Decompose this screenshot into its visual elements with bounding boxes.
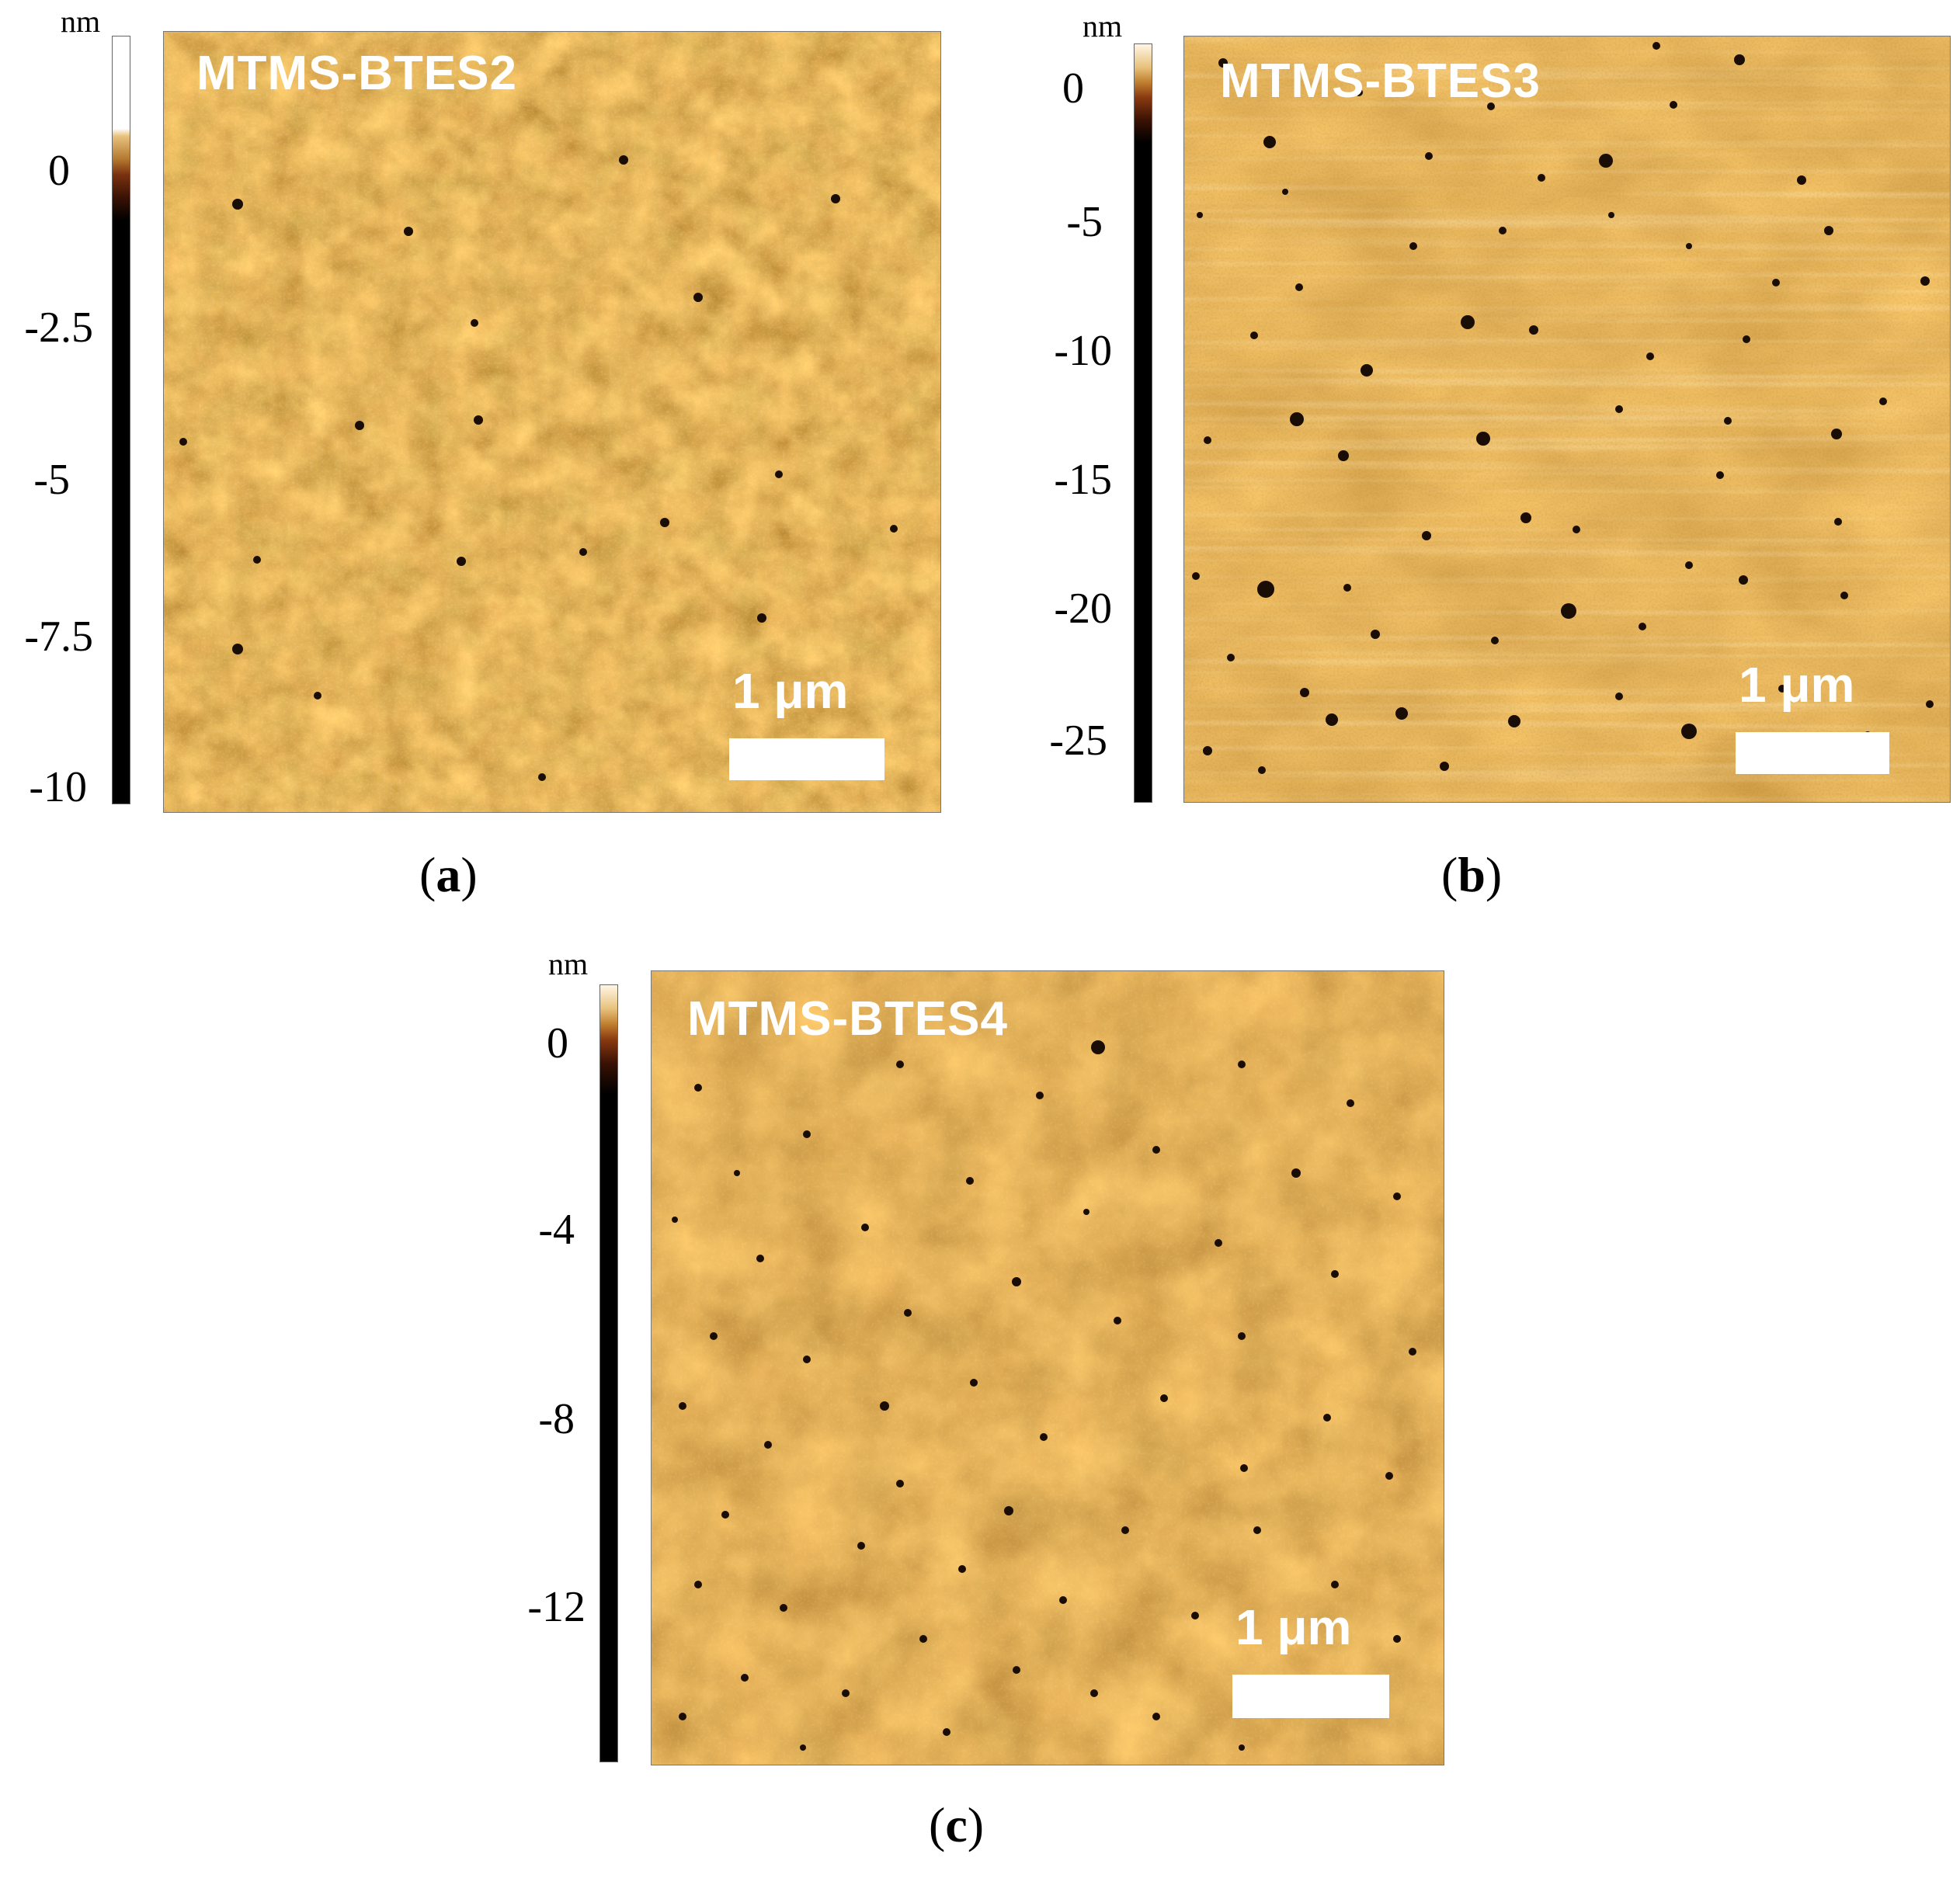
colorbar-unit: nm bbox=[61, 4, 101, 39]
colorbar-tick: -2.5 bbox=[24, 304, 93, 352]
colorbar-gradient bbox=[112, 36, 130, 804]
caption-letter: c bbox=[945, 1797, 968, 1852]
afm-texture bbox=[1184, 36, 1950, 802]
colorbar-unit: nm bbox=[1083, 9, 1123, 43]
scale-bar-label: 1 μm bbox=[1235, 1599, 1352, 1655]
colorbar-tick: -8 bbox=[538, 1395, 575, 1443]
caption-a: (a) bbox=[419, 847, 478, 902]
panel-c: nm 0 -4 -8 -12 bbox=[489, 939, 1483, 1885]
afm-image-b: MTMS-BTES3 1 μm bbox=[1183, 36, 1951, 803]
colorbar-tick: 0 bbox=[1062, 64, 1084, 113]
sample-label: MTMS-BTES4 bbox=[687, 992, 1008, 1046]
caption-letter: b bbox=[1458, 847, 1486, 902]
colorbar-unit: nm bbox=[548, 946, 589, 981]
colorbar-tick: -5 bbox=[33, 456, 70, 504]
panel-a: nm 0 -2.5 -5 -7.5 -10 bbox=[0, 0, 963, 924]
sample-label: MTMS-BTES3 bbox=[1220, 54, 1541, 108]
caption-b: (b) bbox=[1441, 847, 1503, 902]
scale-bar bbox=[1736, 732, 1889, 774]
colorbar-tick: 0 bbox=[48, 147, 70, 195]
afm-image-a: MTMS-BTES2 1 μm bbox=[163, 31, 941, 813]
afm-texture bbox=[652, 971, 1444, 1765]
colorbar-gradient bbox=[599, 984, 618, 1762]
scale-bar-label: 1 μm bbox=[1739, 657, 1855, 713]
afm-image-c: MTMS-BTES4 1 μm bbox=[651, 970, 1444, 1765]
colorbar-tick: -5 bbox=[1066, 198, 1103, 246]
scale-bar-label: 1 μm bbox=[732, 663, 849, 719]
colorbar-tick: -10 bbox=[29, 763, 87, 811]
colorbar-tick: -4 bbox=[538, 1206, 575, 1254]
scale-bar bbox=[1232, 1675, 1389, 1718]
caption-letter: a bbox=[436, 847, 461, 902]
sample-label: MTMS-BTES2 bbox=[196, 47, 517, 100]
colorbar-tick: -25 bbox=[1049, 717, 1107, 765]
colorbar-tick: 0 bbox=[547, 1019, 568, 1067]
colorbar-tick: -7.5 bbox=[24, 613, 93, 661]
colorbar-tick: -15 bbox=[1054, 456, 1112, 504]
scale-bar bbox=[729, 738, 884, 780]
colorbar-gradient bbox=[1134, 43, 1152, 803]
colorbar-tick: -10 bbox=[1054, 327, 1112, 375]
colorbar-tick: -12 bbox=[527, 1583, 586, 1631]
afm-texture bbox=[164, 32, 940, 812]
caption-c: (c) bbox=[929, 1797, 985, 1852]
panel-b: nm 0 -5 -10 -15 -20 -25 bbox=[1010, 0, 1960, 924]
colorbar-tick: -20 bbox=[1054, 585, 1112, 633]
